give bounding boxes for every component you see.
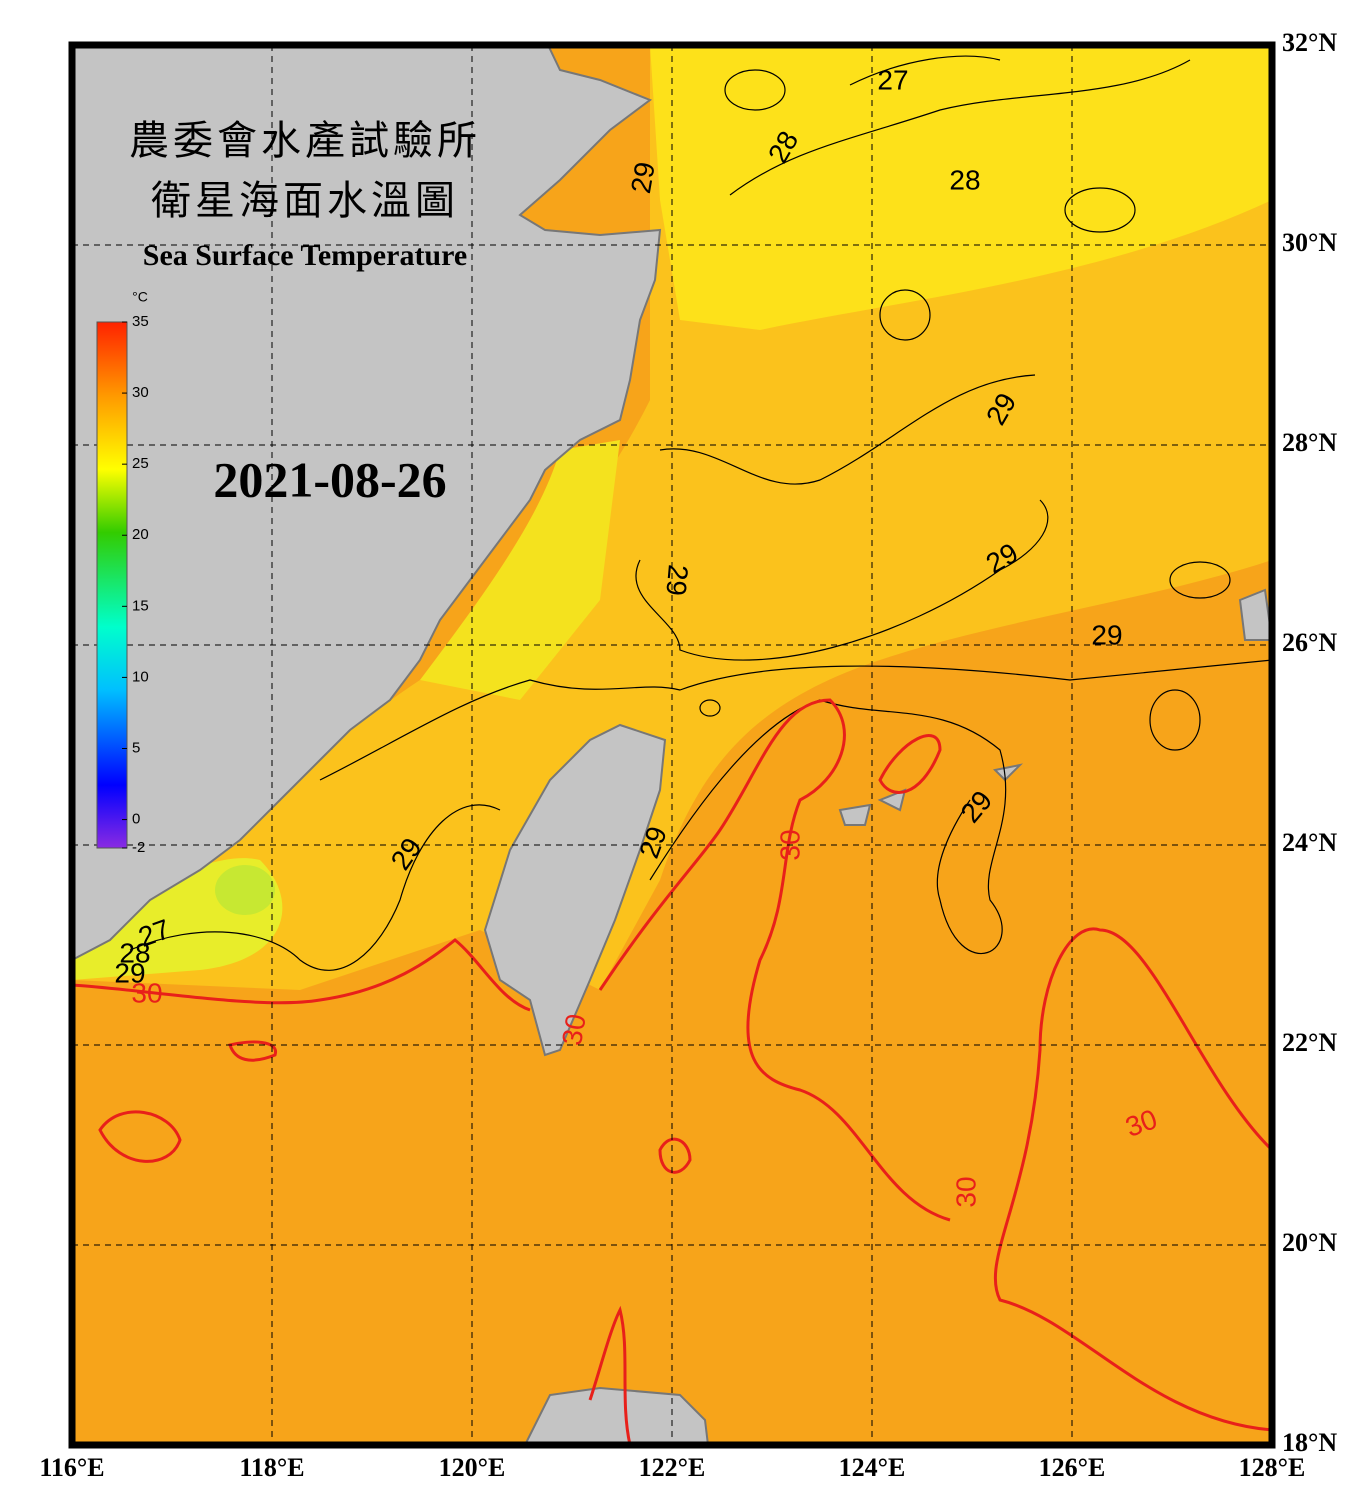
date: 2021-08-26 bbox=[213, 451, 446, 507]
colorbar-label: -2 bbox=[132, 839, 145, 856]
colorbar-label: 25 bbox=[132, 455, 149, 472]
y-tick-label: 22°N bbox=[1282, 1028, 1337, 1057]
title-zh: 農委會水產試驗所 bbox=[129, 118, 481, 163]
contour-label: 27 bbox=[877, 64, 908, 95]
contour-label: 30 bbox=[774, 829, 805, 860]
island bbox=[1238, 588, 1272, 641]
mainland bbox=[72, 45, 662, 962]
x-tick-label: 116°E bbox=[39, 1453, 104, 1482]
contour-label: 29 bbox=[660, 563, 694, 597]
contour-label: 29 bbox=[114, 957, 145, 988]
contour-label: 28 bbox=[949, 164, 980, 195]
contour-label: 30 bbox=[950, 1176, 981, 1207]
x-tick-label: 122°E bbox=[639, 1453, 706, 1482]
taiwan bbox=[483, 723, 667, 1057]
colorbar-label: 15 bbox=[132, 597, 149, 614]
title-zh: 衛星海面水溫圖 bbox=[151, 178, 459, 223]
contour-label: 29 bbox=[625, 160, 661, 196]
colorbar-label: 5 bbox=[132, 739, 140, 756]
colorbar-label: 30 bbox=[132, 384, 149, 401]
map-frame bbox=[68, 41, 1276, 1449]
cool-sea bbox=[215, 865, 275, 915]
x-tick-label: 126°E bbox=[1039, 1453, 1106, 1482]
x-tick-label: 118°E bbox=[239, 1453, 304, 1482]
luzon bbox=[523, 1386, 710, 1445]
colorbar-unit: °C bbox=[132, 289, 148, 305]
colorbar-label: 10 bbox=[132, 668, 149, 685]
isotherms bbox=[129, 55, 1272, 971]
colorbar bbox=[96, 321, 128, 849]
y-tick-label: 28°N bbox=[1282, 428, 1337, 457]
x-tick-label: 124°E bbox=[839, 1453, 906, 1482]
contour-label: 30 bbox=[131, 977, 162, 1008]
contour-label: 28 bbox=[119, 937, 150, 968]
x-tick-label: 128°E bbox=[1239, 1453, 1306, 1482]
y-tick-label: 26°N bbox=[1282, 628, 1337, 657]
isotherm-30 bbox=[72, 698, 1272, 1445]
y-tick-label: 20°N bbox=[1282, 1228, 1337, 1257]
colorbar-label: 0 bbox=[132, 811, 140, 828]
y-tick-label: 30°N bbox=[1282, 228, 1337, 257]
x-tick-label: 120°E bbox=[439, 1453, 506, 1482]
y-tick-label: 18°N bbox=[1282, 1428, 1337, 1457]
island bbox=[838, 763, 1024, 826]
cool-sea bbox=[420, 440, 620, 700]
contour-label: 29 bbox=[1091, 619, 1122, 650]
y-tick-label: 32°N bbox=[1282, 28, 1337, 57]
colorbar-label: 20 bbox=[132, 526, 149, 543]
contour-label: 30 bbox=[556, 1012, 592, 1048]
cool-sea bbox=[650, 45, 1272, 330]
title-en: Sea Surface Temperature bbox=[143, 239, 467, 272]
colorbar-label: 35 bbox=[132, 313, 149, 330]
y-tick-label: 24°N bbox=[1282, 828, 1337, 857]
